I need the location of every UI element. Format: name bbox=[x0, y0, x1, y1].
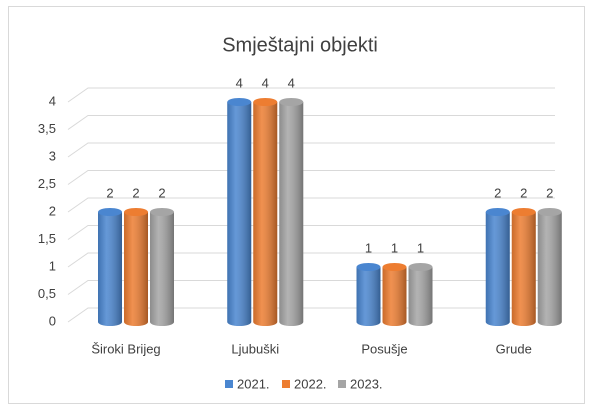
bar-shade bbox=[253, 102, 278, 326]
bar-top bbox=[537, 208, 562, 216]
x-tick-label: Ljubuški bbox=[231, 341, 279, 356]
grid-line bbox=[67, 87, 555, 103]
data-label: 2 bbox=[546, 185, 553, 200]
y-tick-label: 2 bbox=[49, 203, 56, 218]
chart-title: Smještajni objekti bbox=[222, 34, 378, 56]
grid-line bbox=[67, 115, 555, 130]
bar-shade bbox=[408, 267, 433, 326]
data-label: 2 bbox=[158, 185, 165, 200]
legend-swatch bbox=[338, 380, 346, 388]
data-label: 1 bbox=[417, 240, 424, 255]
legend-label: 2022. bbox=[294, 376, 327, 391]
grid-line bbox=[67, 252, 555, 268]
data-label: 2 bbox=[106, 185, 113, 200]
data-label: 1 bbox=[391, 240, 398, 255]
y-tick-label: 2,5 bbox=[38, 176, 56, 191]
grid-line bbox=[67, 170, 555, 185]
bar-top bbox=[227, 98, 252, 106]
grid-line bbox=[67, 225, 555, 240]
y-tick-label: 1,5 bbox=[38, 231, 56, 246]
bar-shade bbox=[98, 212, 122, 326]
bar-top bbox=[382, 263, 407, 271]
bar-top bbox=[511, 208, 536, 216]
bar-shade bbox=[227, 102, 252, 326]
bar-top bbox=[98, 208, 122, 216]
data-label: 1 bbox=[365, 240, 372, 255]
bar-shade bbox=[356, 267, 381, 326]
y-tick-label: 3 bbox=[49, 148, 56, 163]
legend-swatch bbox=[282, 380, 290, 388]
x-tick-label: Grude bbox=[496, 341, 532, 356]
bar-shade bbox=[124, 212, 148, 326]
data-label: 4 bbox=[288, 75, 295, 90]
y-tick-label: 3,5 bbox=[38, 121, 56, 136]
bar-top bbox=[124, 208, 148, 216]
y-tick-label: 0 bbox=[49, 313, 56, 328]
data-label: 2 bbox=[494, 185, 501, 200]
x-tick-label: Posušje bbox=[361, 341, 407, 356]
bar-top bbox=[279, 98, 304, 106]
data-label: 2 bbox=[520, 185, 527, 200]
legend-swatch bbox=[225, 380, 233, 388]
y-tick-label: 4 bbox=[49, 93, 56, 108]
bar-shade bbox=[150, 212, 174, 326]
bar-shade bbox=[382, 267, 407, 326]
bar-shade bbox=[279, 102, 304, 326]
bar-shade bbox=[485, 212, 510, 326]
bar-shade bbox=[537, 212, 562, 326]
bar-top bbox=[408, 263, 433, 271]
data-label: 2 bbox=[132, 185, 139, 200]
data-label: 4 bbox=[262, 75, 269, 90]
bar-top bbox=[253, 98, 278, 106]
data-label: 4 bbox=[236, 75, 243, 90]
bar-top bbox=[485, 208, 510, 216]
bar-top bbox=[356, 263, 381, 271]
bar-shade bbox=[511, 212, 536, 326]
grid-line bbox=[67, 197, 555, 213]
legend-label: 2023. bbox=[350, 376, 383, 391]
bar-top bbox=[150, 208, 174, 216]
x-tick-label: Široki Brijeg bbox=[91, 341, 160, 356]
grid-line bbox=[67, 142, 555, 158]
legend-label: 2021. bbox=[237, 376, 270, 391]
y-tick-label: 0,5 bbox=[38, 286, 56, 301]
y-tick-label: 1 bbox=[49, 258, 56, 273]
